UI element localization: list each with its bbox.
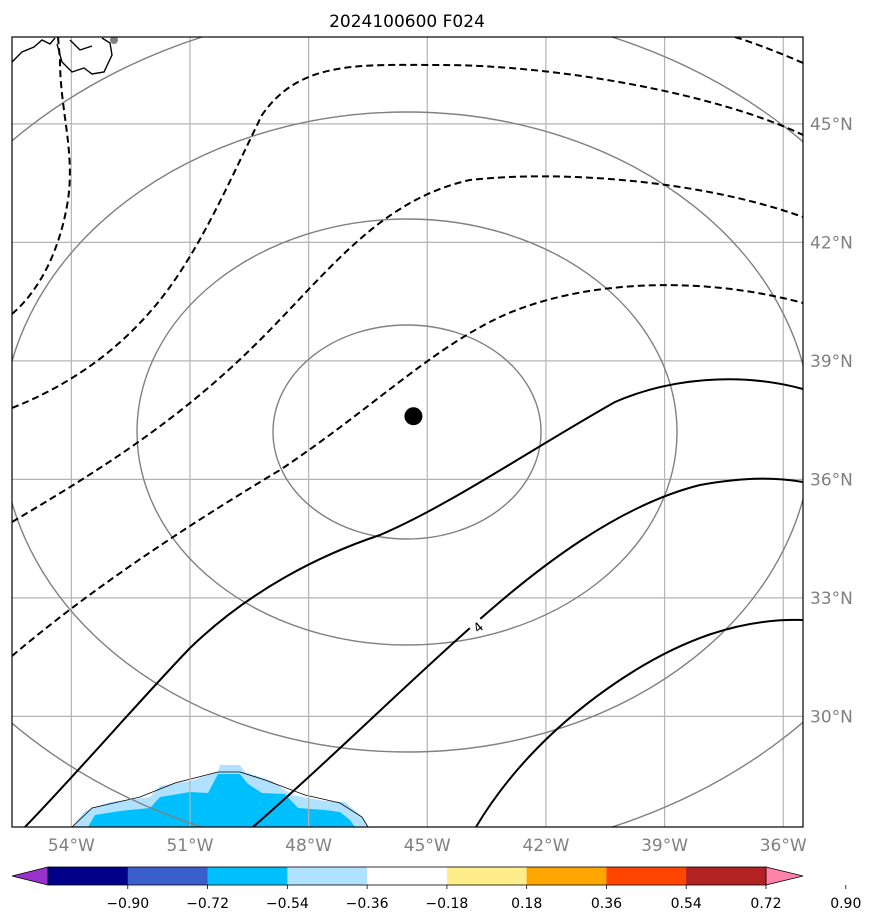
lat-label-0: 30°N [810, 707, 853, 727]
colorbar-box-2 [207, 867, 288, 885]
lat-label-4: 42°N [810, 233, 853, 253]
lon-label-6: 36°W [760, 836, 807, 856]
colorbar-label-7: 0.54 [671, 896, 702, 912]
lon-label-2: 48°W [285, 836, 332, 856]
lat-label-3: 39°N [810, 352, 853, 372]
lon-label-4: 42°W [522, 836, 569, 856]
dashed-contour-2 [12, 63, 803, 409]
longitude-labels: 54°W 51°W 48°W 45°W 42°W 39°W 36°W [48, 836, 807, 856]
colorbar-extend-max [765, 866, 804, 886]
range-ring-1 [272, 324, 542, 540]
colorbar-box-1 [127, 867, 209, 885]
range-ring-2 [136, 218, 678, 646]
lon-label-0: 54°W [48, 836, 95, 856]
colorbar-box-8 [686, 867, 767, 885]
colorbar-frame [47, 866, 767, 886]
colorbar-box-6 [526, 867, 607, 885]
colorbar-box-7 [606, 867, 687, 885]
map-title: 2024100600 F024 [329, 12, 485, 32]
coast-marker [110, 37, 118, 44]
map-area [12, 37, 803, 827]
graticule [12, 37, 803, 827]
shaded-field-dark [88, 774, 355, 827]
lat-label-5: 45°N [810, 115, 853, 135]
lon-label-1: 51°W [166, 836, 213, 856]
lat-label-2: 36°N [810, 470, 853, 490]
colorbar-label-0: −0.90 [106, 896, 149, 912]
colorbar-label-5: 0.18 [511, 896, 542, 912]
latitude-labels: 30°N 33°N 36°N 39°N 42°N 45°N [810, 115, 853, 728]
coastline [12, 37, 113, 75]
colorbar-label-4: −0.18 [425, 896, 468, 912]
range-rings [12, 37, 803, 827]
colorbar-extend-min [11, 866, 49, 886]
lon-label-3: 45°W [404, 836, 451, 856]
dashed-contour-3 [12, 175, 803, 523]
colorbar-label-3: −0.36 [346, 896, 389, 912]
dashed-contour-1 [12, 37, 71, 315]
shaded-field-outline [71, 771, 369, 827]
colorbar-box-3 [287, 867, 368, 885]
range-ring-3 [12, 111, 803, 753]
dashed-contours [12, 37, 803, 657]
colorbar-label-8: 0.72 [750, 896, 781, 912]
lat-label-1: 33°N [810, 589, 853, 609]
solid-contour-2 [252, 477, 803, 827]
colorbar-labels: −0.90 −0.72 −0.54 −0.36 −0.18 0.18 0.36 0.54 0.7… [106, 885, 861, 912]
colorbar-box-5 [446, 867, 528, 885]
dashed-contour-5 [734, 37, 803, 64]
colorbar-box-0 [48, 867, 129, 885]
solid-contours [24, 378, 803, 827]
range-ring-4 [12, 37, 803, 827]
dashed-contour-4 [12, 284, 803, 657]
storm-center-marker [404, 407, 423, 426]
colorbar-label-9: 0.90 [830, 896, 861, 912]
solid-contour-3 [475, 618, 803, 827]
colorbar-label-1: −0.72 [186, 896, 229, 912]
colorbar [11, 866, 804, 886]
colorbar-label-6: 0.36 [591, 896, 622, 912]
colorbar-box-4 [367, 867, 448, 885]
contour-label-group: 4 [467, 616, 488, 637]
colorbar-label-2: −0.54 [266, 896, 309, 912]
lon-label-5: 39°W [641, 836, 688, 856]
solid-contour-1 [24, 378, 803, 827]
map-frame [11, 36, 804, 828]
